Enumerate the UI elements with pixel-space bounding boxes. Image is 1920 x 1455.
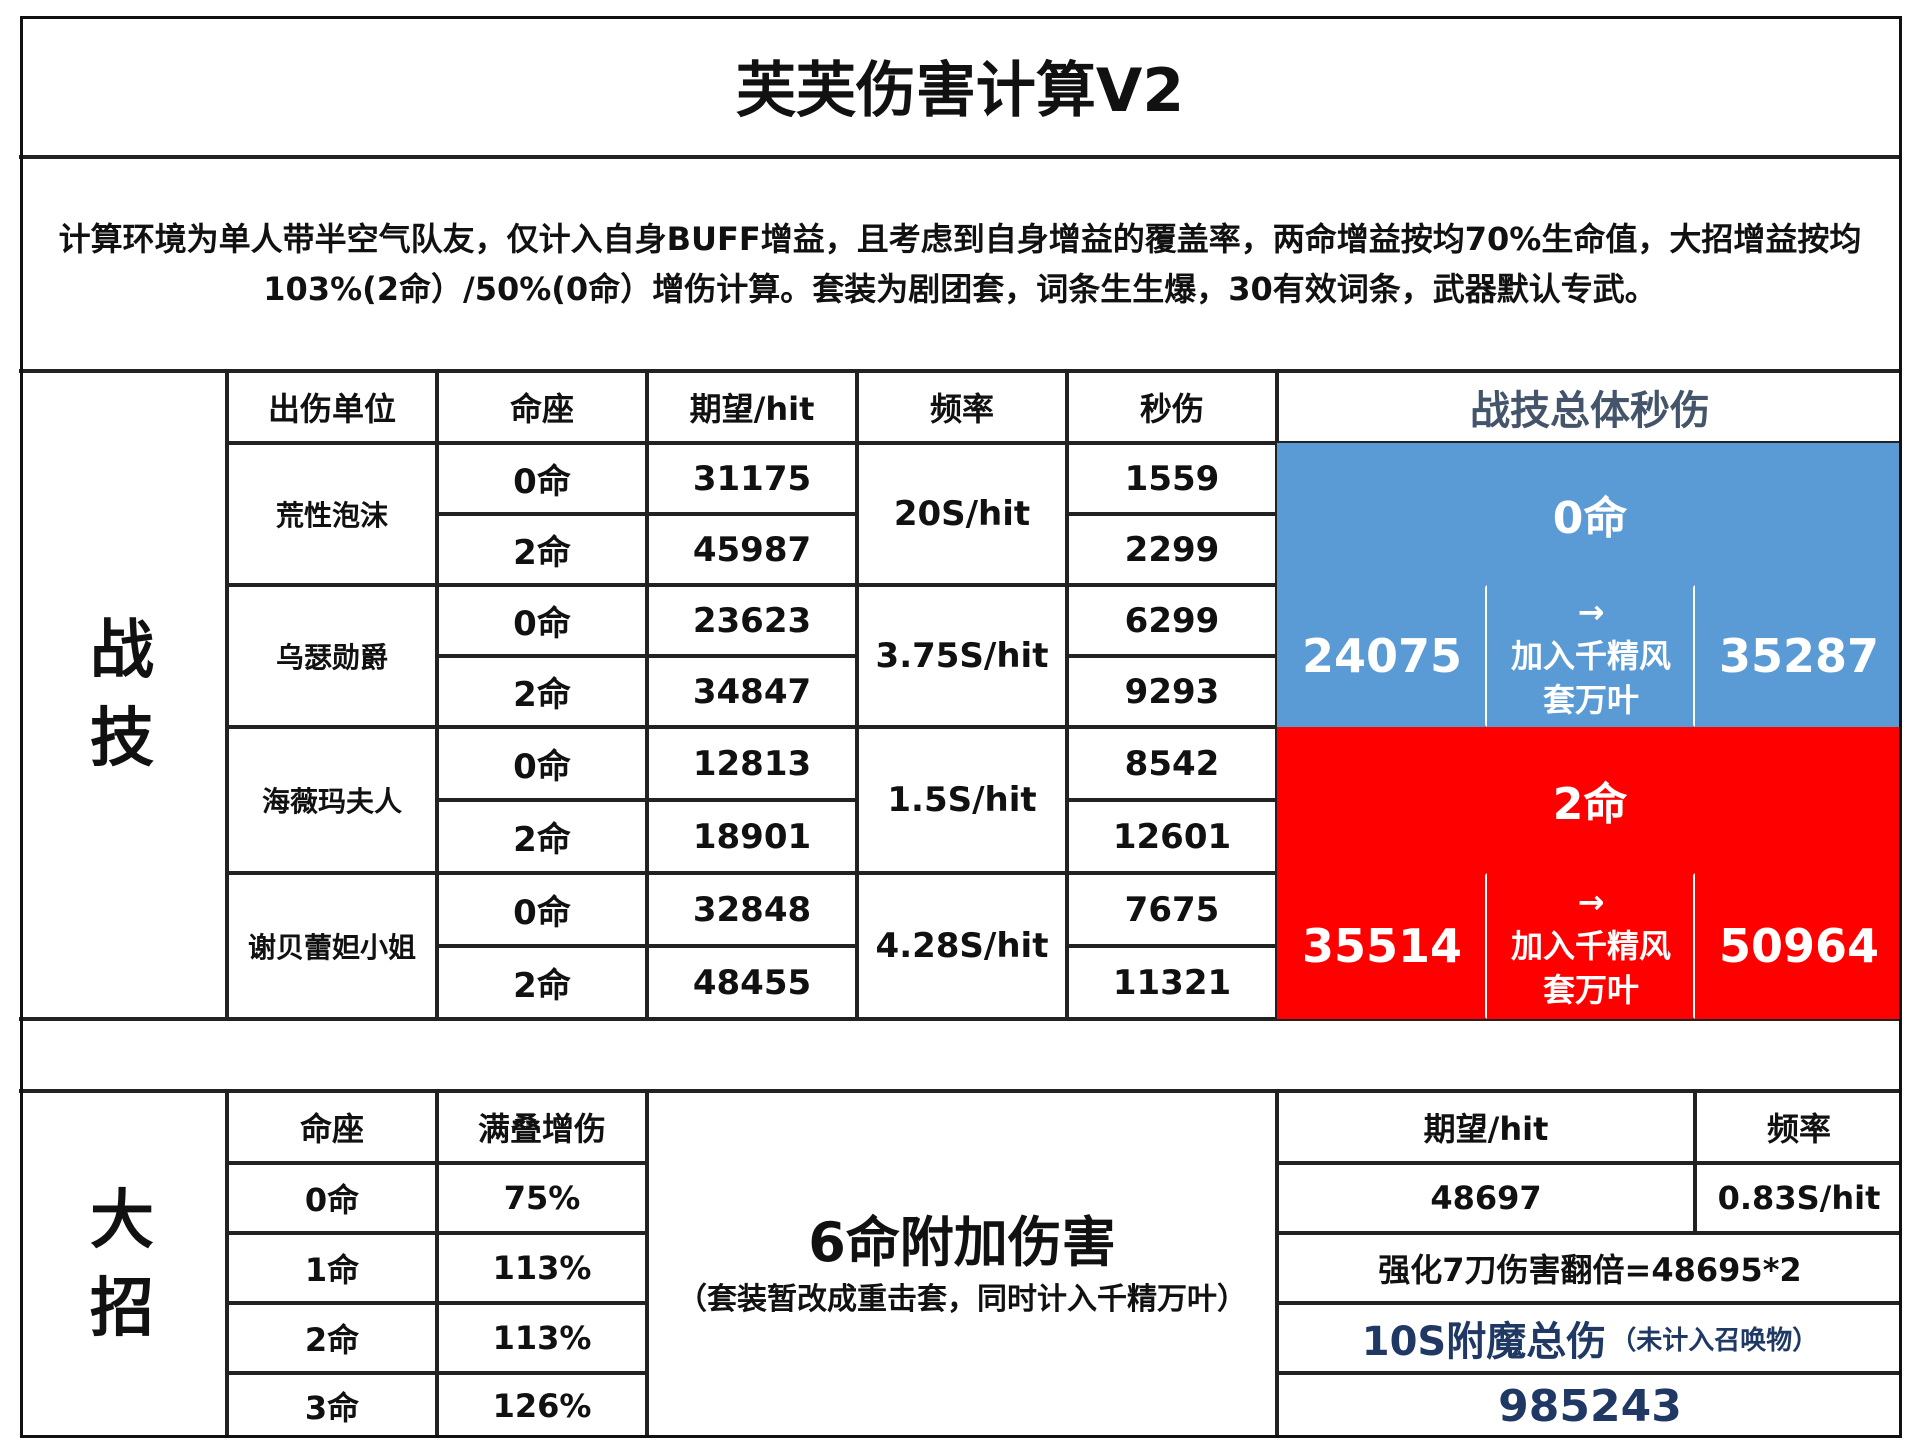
skill-section-label: 战技 [19, 371, 227, 1019]
burst-section-label: 大招 [19, 1091, 227, 1437]
burst-header-constellation: 命座 [227, 1091, 437, 1163]
expected-cell: 23623 [647, 585, 857, 656]
unit-name: 海薇玛夫人 [227, 727, 437, 873]
burst-header-frequency: 频率 [1695, 1091, 1901, 1163]
constellation-cell: 2命 [437, 800, 647, 873]
c0-boosted-total: 35287 [1695, 585, 1901, 727]
expected-cell: 45987 [647, 514, 857, 585]
constellation-cell: 2命 [437, 514, 647, 585]
c6-note: （套装暂改成重击套，同时计入千精万叶） [677, 1282, 1247, 1317]
header-dps: 秒伤 [1067, 371, 1277, 443]
burst-bonus-cell: 126% [437, 1373, 647, 1437]
c6-title: 6命附加伤害 [808, 1211, 1116, 1274]
expected-cell: 18901 [647, 800, 857, 873]
constellation-cell: 2命 [437, 656, 647, 727]
c2-boosted-total: 50964 [1695, 873, 1901, 1019]
burst-double-note: 强化7刀伤害翻倍=48695*2 [1277, 1233, 1901, 1303]
dps-cell: 1559 [1067, 443, 1277, 514]
expected-cell: 12813 [647, 727, 857, 800]
burst-bonus-cell: 75% [437, 1163, 647, 1233]
arrow-icon: → [1577, 593, 1605, 631]
header-frequency: 频率 [857, 371, 1067, 443]
dps-cell: 9293 [1067, 656, 1277, 727]
header-expected: 期望/hit [647, 371, 857, 443]
c0-base-total: 24075 [1277, 585, 1487, 727]
constellation-cell: 0命 [437, 873, 647, 946]
unit-name: 乌瑟勋爵 [227, 585, 437, 727]
skill-section-text: 战技 [90, 614, 154, 776]
burst-header-bonus: 满叠增伤 [437, 1091, 647, 1163]
title-text: 芙芙伤害计算V2 [735, 55, 1185, 126]
burst-header-expected: 期望/hit [1277, 1091, 1695, 1163]
c0-arrow-note: → 加入千精风套万叶 [1487, 585, 1695, 727]
header-unit: 出伤单位 [227, 371, 437, 443]
burst-con-cell: 2命 [227, 1303, 437, 1373]
constellation-cell: 0命 [437, 727, 647, 800]
c2-arrow-note: → 加入千精风套万叶 [1487, 873, 1695, 1019]
burst-con-cell: 0命 [227, 1163, 437, 1233]
expected-cell: 34847 [647, 656, 857, 727]
description-text: 计算环境为单人带半空气队友，仅计入自身BUFF增益，且考虑到自身增益的覆盖率，两… [58, 220, 1862, 308]
header-constellation: 命座 [437, 371, 647, 443]
c2-label: 2命 [1277, 727, 1901, 873]
damage-sheet: 芙芙伤害计算V2 计算环境为单人带半空气队友，仅计入自身BUFF增益，且考虑到自… [19, 15, 1902, 1438]
burst-bonus-cell: 113% [437, 1233, 647, 1303]
burst-total-label: 10S附魔总伤 （未计入召唤物） [1277, 1303, 1901, 1373]
arrow-icon: → [1577, 883, 1605, 921]
burst-con-cell: 1命 [227, 1233, 437, 1303]
expected-cell: 48455 [647, 946, 857, 1019]
frequency-cell: 3.75S/hit [857, 585, 1067, 727]
unit-name: 荒性泡沫 [227, 443, 437, 585]
expected-cell: 32848 [647, 873, 857, 946]
burst-total-value: 985243 [1277, 1373, 1901, 1437]
dps-cell: 8542 [1067, 727, 1277, 800]
c2-base-total: 35514 [1277, 873, 1487, 1019]
burst-con-cell: 3命 [227, 1373, 437, 1437]
frequency-cell: 4.28S/hit [857, 873, 1067, 1019]
section-spacer [19, 1019, 1901, 1091]
c0-label: 0命 [1277, 443, 1901, 585]
page-title: 芙芙伤害计算V2 [19, 15, 1901, 157]
constellation-cell: 2命 [437, 946, 647, 1019]
dps-cell: 2299 [1067, 514, 1277, 585]
unit-name: 谢贝蕾妲小姐 [227, 873, 437, 1019]
dps-cell: 6299 [1067, 585, 1277, 656]
burst-bonus-cell: 113% [437, 1303, 647, 1373]
dps-cell: 11321 [1067, 946, 1277, 1019]
description: 计算环境为单人带半空气队友，仅计入自身BUFF增益，且考虑到自身增益的覆盖率，两… [19, 157, 1901, 371]
c6-extra-damage: 6命附加伤害 （套装暂改成重击套，同时计入千精万叶） [647, 1091, 1277, 1437]
burst-frequency-value: 0.83S/hit [1695, 1163, 1901, 1233]
constellation-cell: 0命 [437, 443, 647, 514]
burst-section-text: 大招 [90, 1184, 154, 1346]
header-skill-total: 战技总体秒伤 [1277, 371, 1901, 443]
burst-expected-value: 48697 [1277, 1163, 1695, 1233]
frequency-cell: 1.5S/hit [857, 727, 1067, 873]
expected-cell: 31175 [647, 443, 857, 514]
dps-cell: 12601 [1067, 800, 1277, 873]
constellation-cell: 0命 [437, 585, 647, 656]
dps-cell: 7675 [1067, 873, 1277, 946]
frequency-cell: 20S/hit [857, 443, 1067, 585]
